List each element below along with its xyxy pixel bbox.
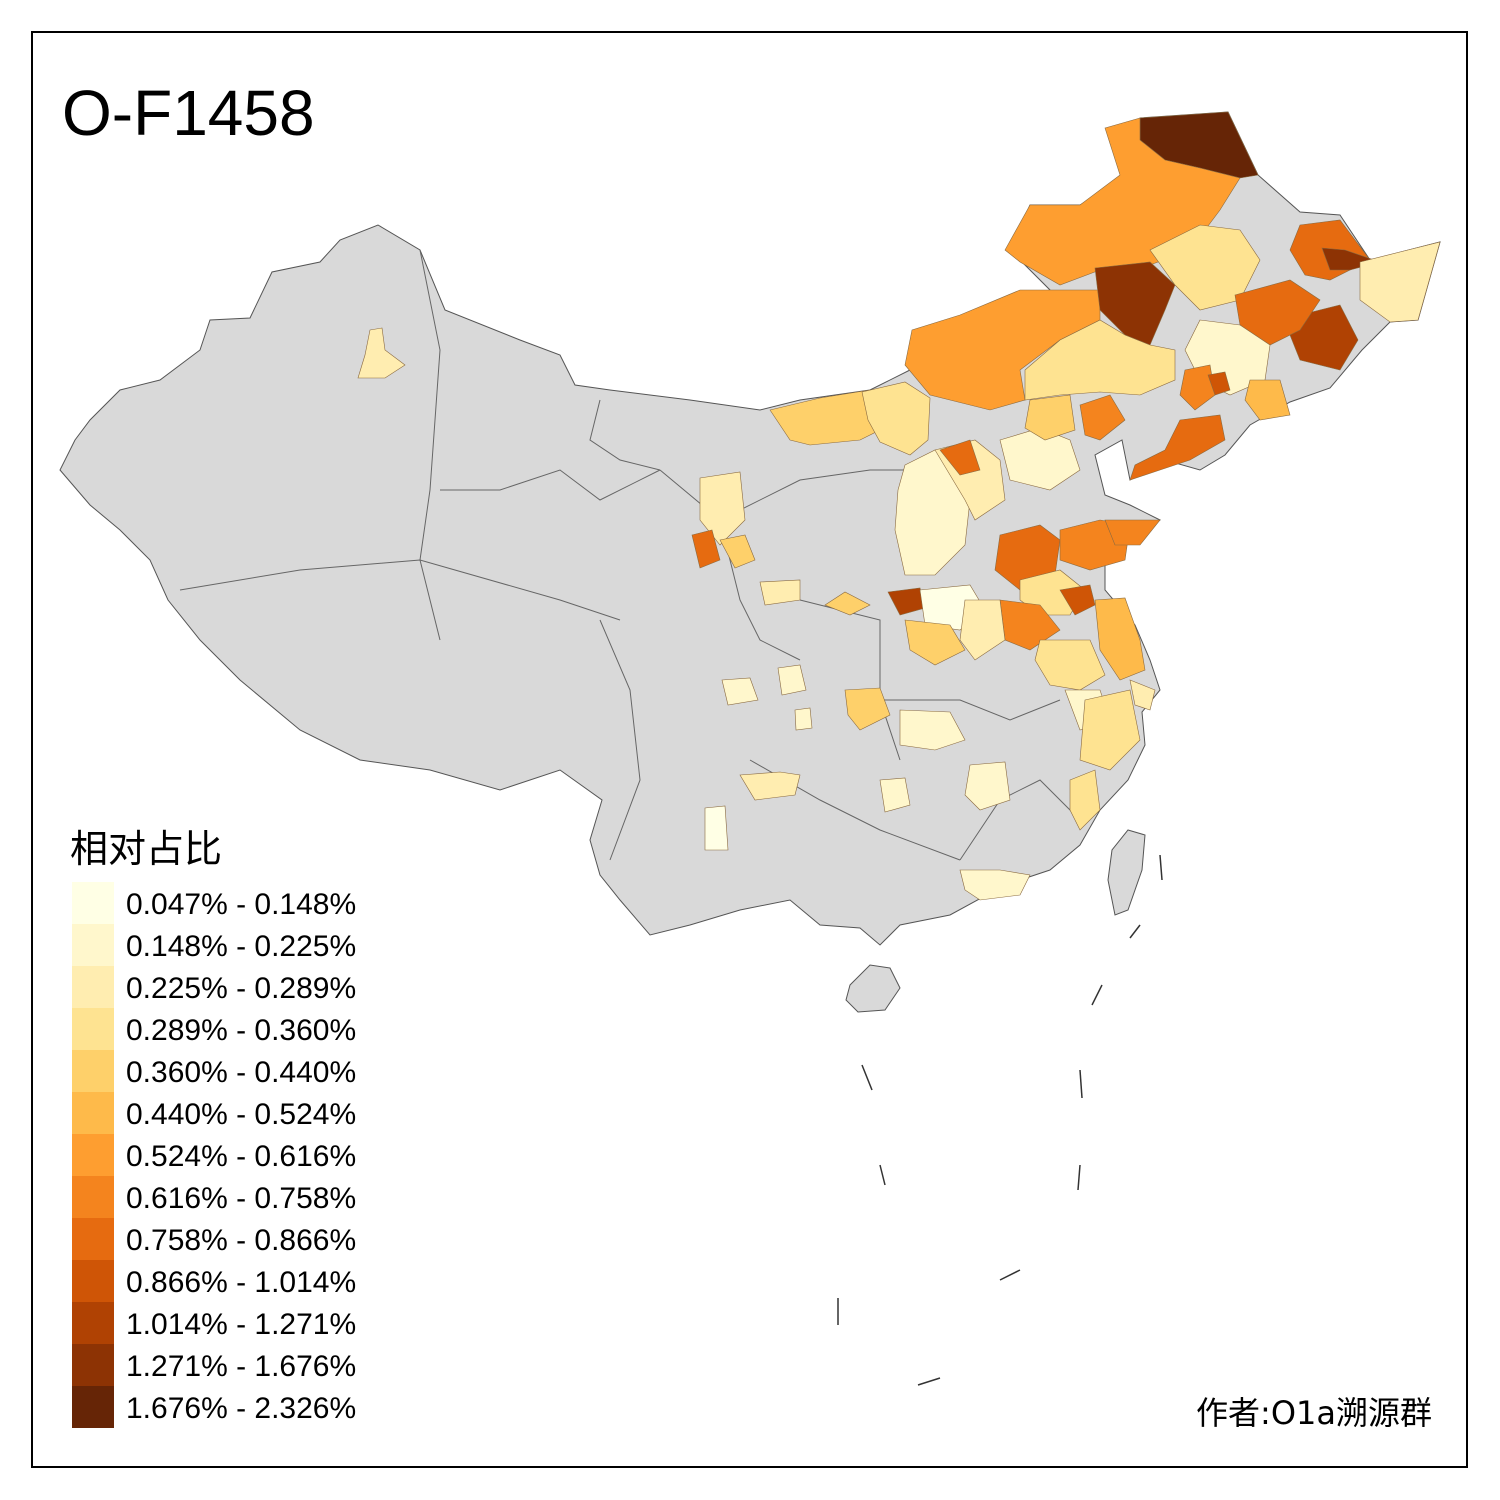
map-title: O-F1458 bbox=[62, 77, 315, 149]
legend-label: 0.360% - 0.440% bbox=[126, 1056, 357, 1089]
legend-label: 0.148% - 0.225% bbox=[126, 930, 357, 963]
map-frame bbox=[31, 31, 1468, 1468]
region-chifeng bbox=[1094, 261, 1176, 346]
region-hebei-orange bbox=[1079, 394, 1126, 441]
legend-swatch bbox=[72, 1176, 114, 1218]
legend-swatch bbox=[72, 1302, 114, 1344]
region-sichuan-s bbox=[794, 707, 813, 731]
legend-swatch bbox=[72, 1008, 114, 1050]
region-chongqing bbox=[739, 771, 801, 801]
legend-swatch bbox=[72, 924, 114, 966]
region-baishan bbox=[1244, 379, 1291, 421]
region-shanghai bbox=[1129, 679, 1156, 711]
region-yunnan bbox=[704, 805, 729, 851]
region-ningxia bbox=[699, 471, 746, 546]
region-gansu-2 bbox=[719, 534, 756, 569]
legend-swatch bbox=[72, 1218, 114, 1260]
region-xinjiang bbox=[357, 327, 406, 379]
legend-label: 1.676% - 2.326% bbox=[126, 1392, 357, 1425]
region-ordos bbox=[861, 381, 931, 456]
legend-label: 0.616% - 0.758% bbox=[126, 1182, 357, 1215]
legend-label: 0.047% - 0.148% bbox=[126, 888, 357, 921]
region-linyi bbox=[1059, 584, 1096, 616]
hainan-island bbox=[845, 964, 901, 1013]
region-hubei-w bbox=[844, 687, 891, 731]
region-jilin-w bbox=[1149, 224, 1261, 311]
region-hebei-n bbox=[1024, 319, 1176, 401]
legend-swatch bbox=[72, 1050, 114, 1092]
region-shaanxi-s bbox=[824, 591, 871, 616]
legend-label: 1.014% - 1.271% bbox=[126, 1308, 357, 1341]
region-heilongjiang-se bbox=[1359, 241, 1441, 323]
legend-swatch bbox=[72, 1344, 114, 1386]
legend-label: 0.440% - 0.524% bbox=[126, 1098, 357, 1131]
region-jiangsu-n bbox=[1094, 597, 1146, 681]
region-qinghai-e bbox=[691, 529, 721, 569]
region-hebei-orange-2 bbox=[939, 439, 981, 476]
region-gansu bbox=[759, 579, 801, 606]
taiwan-island bbox=[1107, 829, 1146, 916]
region-guangdong bbox=[959, 869, 1031, 901]
legend-swatch bbox=[72, 1386, 114, 1428]
legend-title: 相对占比 bbox=[70, 827, 223, 871]
legend-swatch bbox=[72, 1260, 114, 1302]
region-hubei bbox=[899, 709, 966, 751]
region-hunan bbox=[879, 777, 911, 813]
legend-label: 0.758% - 0.866% bbox=[126, 1224, 357, 1257]
region-sichuan-n bbox=[777, 664, 807, 696]
south-sea-islands bbox=[837, 854, 1163, 1386]
province-borders bbox=[179, 249, 1081, 861]
region-liaoning-s bbox=[1129, 414, 1226, 481]
region-jilin-orange bbox=[1179, 364, 1216, 411]
region-shandong-e bbox=[1104, 519, 1161, 546]
region-henan-ne bbox=[959, 599, 1006, 661]
region-tonghua bbox=[1207, 371, 1231, 396]
region-henan-s bbox=[904, 619, 966, 666]
choropleth-regions bbox=[357, 111, 1441, 901]
legend-swatch bbox=[72, 882, 114, 924]
legend-label: 0.524% - 0.616% bbox=[126, 1140, 357, 1173]
region-zhejiang bbox=[1079, 689, 1141, 771]
legend-label: 0.225% - 0.289% bbox=[126, 972, 357, 1005]
legend-swatch bbox=[72, 1092, 114, 1134]
author-credit: 作者:O1a溯源群 bbox=[1196, 1394, 1432, 1432]
region-jiangxi bbox=[964, 761, 1011, 811]
region-hebei-c bbox=[1024, 394, 1076, 441]
region-fujian bbox=[1069, 769, 1101, 831]
legend-label: 0.289% - 0.360% bbox=[126, 1014, 357, 1047]
legend-swatch bbox=[72, 966, 114, 1008]
region-sichuan-c bbox=[721, 677, 759, 706]
legend-label: 0.866% - 1.014% bbox=[126, 1266, 357, 1299]
legend-swatch bbox=[72, 1134, 114, 1176]
legend-label: 1.271% - 1.676% bbox=[126, 1350, 357, 1383]
